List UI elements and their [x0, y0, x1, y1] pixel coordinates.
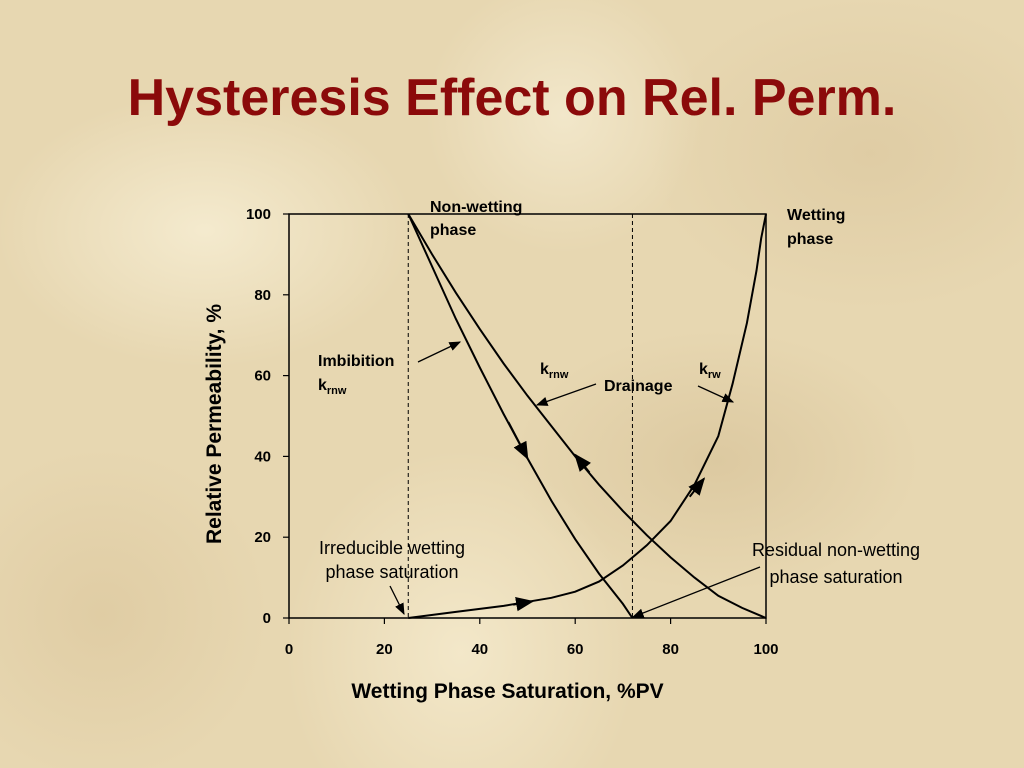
y-axis-title: Relative Permeability, %	[203, 304, 226, 544]
wetting-phase-label-line: Wetting	[787, 207, 845, 224]
residual-saturation-label: Residual non-wetting phase saturation	[752, 540, 920, 587]
residual-saturation-label-line: phase saturation	[769, 567, 902, 587]
y-tick-label: 80	[254, 287, 271, 304]
nonwetting-phase-label-line: phase	[430, 222, 476, 239]
residual-pointer	[631, 566, 761, 618]
drainage-label: Drainage	[604, 378, 673, 395]
imbibition-direction-arrow	[507, 421, 529, 461]
x-tick-label: 20	[376, 641, 393, 658]
drainage-direction-arrow	[574, 453, 591, 474]
y-tick-label: 40	[254, 448, 271, 465]
drainage-krnw-label: krnw	[540, 361, 569, 381]
imbibition-krnw-label: krnw	[318, 377, 347, 397]
krw-label: krw	[699, 361, 721, 381]
y-tick-label: 20	[254, 529, 271, 546]
krw-label-k: k	[699, 361, 708, 378]
y-tick-label: 100	[246, 206, 271, 223]
irreducible-saturation-label-line: phase saturation	[325, 562, 458, 582]
imbibition-krnw-label-k: k	[318, 377, 327, 394]
irreducible-saturation-label-line: Irreducible wetting	[319, 538, 465, 558]
drainage-krnw-pointer	[535, 383, 597, 406]
x-tick-label: 60	[567, 641, 584, 658]
drainage-krnw-label-k: k	[540, 361, 549, 378]
residual-saturation-label-line: Residual non-wetting	[752, 540, 920, 560]
wetting-phase-label-line: phase	[787, 231, 833, 248]
drainage-krnw-label-sub: rnw	[549, 369, 569, 381]
imbibition-krnw-label-sub: rnw	[327, 385, 347, 397]
slide-title: Hysteresis Effect on Rel. Perm.	[127, 69, 897, 127]
imbibition-pointer	[417, 341, 462, 363]
x-tick-label: 80	[662, 641, 679, 658]
x-tick-label: 40	[471, 641, 488, 658]
krw-direction-arrow-high	[688, 477, 706, 498]
nonwetting-phase-label-line: Non-wetting	[430, 199, 522, 216]
irreducible-pointer	[389, 585, 405, 616]
plot-frame	[288, 213, 767, 619]
x-tick-label: 100	[753, 641, 778, 658]
wetting-phase-label: Wetting phase	[787, 207, 845, 248]
nonwetting-phase-label: Non-wetting phase	[430, 199, 522, 239]
krw-direction-arrow-low	[513, 597, 535, 612]
imbibition-label: Imbibition	[318, 353, 394, 370]
krw-label-sub: rw	[708, 369, 721, 381]
y-tick-label: 0	[263, 610, 271, 627]
irreducible-saturation-label: Irreducible wetting phase saturation	[319, 538, 465, 582]
y-tick-label: 60	[254, 368, 271, 385]
krw-pointer	[697, 385, 735, 403]
x-axis-title: Wetting Phase Saturation, %PV	[351, 680, 663, 703]
x-tick-label: 0	[285, 641, 293, 658]
